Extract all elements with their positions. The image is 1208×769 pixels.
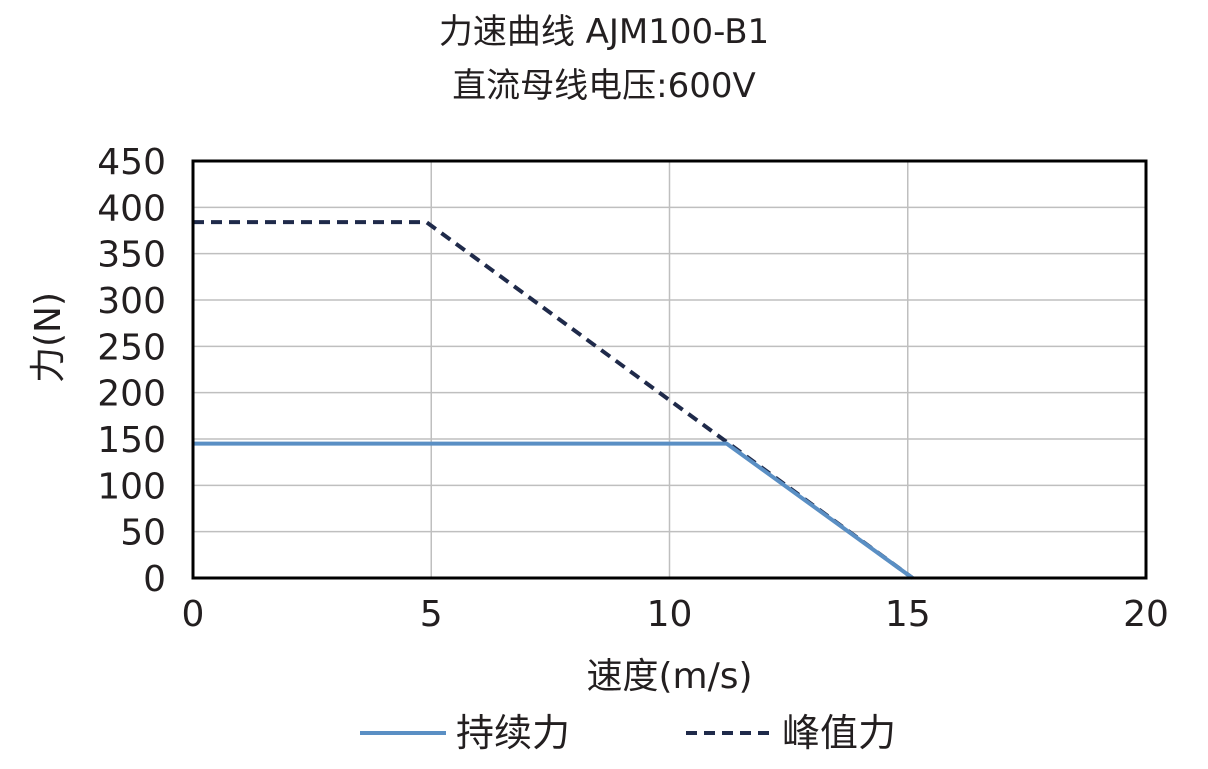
y-tick-label: 350 — [97, 235, 166, 276]
x-tick-labels: 0 5 10 15 20 — [182, 594, 1169, 635]
series-lines — [193, 220, 914, 580]
x-tick-label: 20 — [1123, 594, 1169, 635]
y-tick-label: 250 — [97, 327, 166, 368]
chart-subtitle: 直流母线电压:600V — [452, 66, 756, 106]
y-axis-label: 力(N) — [28, 292, 69, 383]
y-tick-label: 50 — [120, 513, 166, 554]
x-tick-label: 5 — [420, 594, 443, 635]
y-tick-label: 150 — [97, 420, 166, 461]
series-line-continuous — [193, 441, 914, 580]
x-axis-label: 速度(m/s) — [586, 656, 752, 697]
y-tick-labels: 0 50 100 150 200 250 300 350 400 450 — [97, 142, 166, 600]
y-tick-label: 300 — [97, 281, 166, 322]
chart-title: 力速曲线 AJM100-B1 — [438, 12, 770, 52]
grid-lines — [192, 160, 1147, 579]
plot-frame — [191, 159, 1148, 580]
y-tick-label: 0 — [143, 559, 166, 600]
y-tick-label: 450 — [97, 142, 166, 183]
y-tick-label: 100 — [97, 466, 166, 507]
legend-label: 峰值力 — [782, 711, 896, 755]
legend-label: 持续力 — [456, 711, 570, 755]
series-line-peak — [193, 220, 914, 580]
x-tick-label: 0 — [182, 594, 205, 635]
x-tick-label: 15 — [885, 594, 931, 635]
y-tick-label: 200 — [97, 374, 166, 415]
y-tick-label: 400 — [97, 188, 166, 229]
x-tick-label: 10 — [647, 594, 693, 635]
legend: 持续力 峰值力 — [360, 711, 896, 755]
